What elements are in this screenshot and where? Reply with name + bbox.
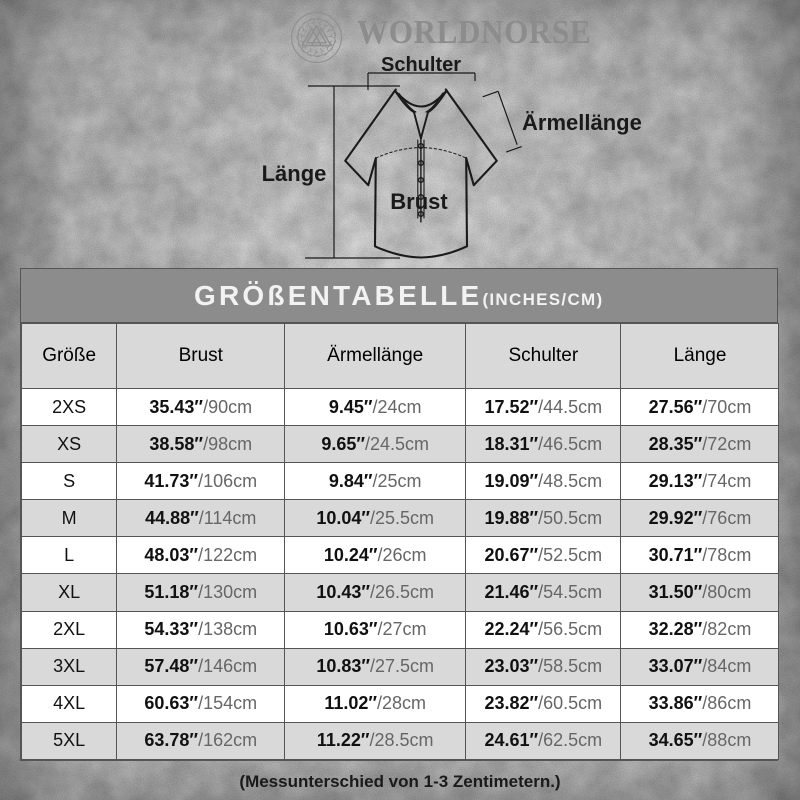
svg-text:Schulter: Schulter	[381, 54, 461, 76]
svg-text:Ärmellänge: Ärmellänge	[522, 110, 642, 135]
svg-text:Länge: Länge	[262, 161, 327, 186]
svg-text:Brust: Brust	[390, 189, 448, 214]
